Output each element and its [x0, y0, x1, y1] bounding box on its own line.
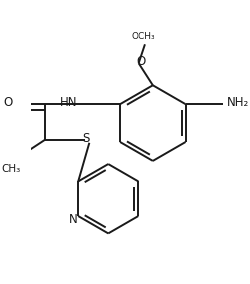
Text: NH₂: NH₂	[226, 96, 248, 109]
Text: CH₃: CH₃	[2, 164, 21, 174]
Text: N: N	[69, 213, 78, 226]
Text: HN: HN	[60, 96, 77, 109]
Text: S: S	[82, 131, 90, 145]
Text: O: O	[136, 55, 145, 68]
Text: OCH₃: OCH₃	[131, 32, 154, 41]
Text: O: O	[4, 96, 13, 109]
